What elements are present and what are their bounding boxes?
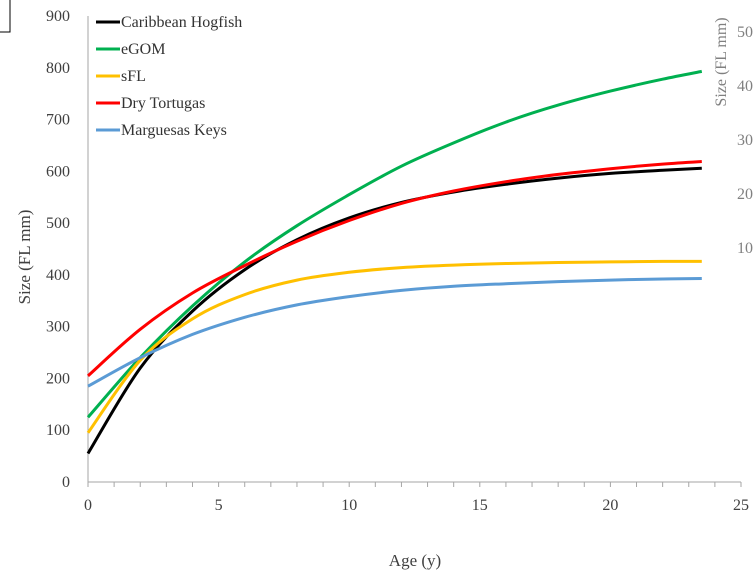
x-tick-label: 15 <box>472 497 488 514</box>
x-axis-title: Age (y) <box>389 551 441 570</box>
series-line-caribbean-hogfish <box>86 166 702 455</box>
series-line-marguesas-keys <box>87 277 702 388</box>
y-tick-label: 300 <box>46 319 70 336</box>
axes <box>87 16 742 487</box>
y-tick-label: 400 <box>46 267 70 284</box>
top-left-frame-fragment <box>0 0 11 33</box>
y-tick-labels: 0 100 200 300 400 500 600 700 800 900 <box>46 8 70 491</box>
x-tick-label: 20 <box>602 497 618 514</box>
overlap-y-axis-title: Size (FL mm) <box>713 17 730 106</box>
y-tick-label: 100 <box>46 422 70 439</box>
legend-label-egom: eGOM <box>121 41 165 58</box>
overlap-y-tick-label: 40 <box>737 78 753 95</box>
overlap-y-tick-labels: 50 40 30 20 10 <box>737 24 753 257</box>
legend-label-caribbean-hogfish: Caribbean Hogfish <box>121 14 242 31</box>
overlap-y-tick-label: 20 <box>737 186 753 203</box>
series-line-sfl <box>86 259 702 434</box>
y-tick-label: 200 <box>46 370 70 387</box>
x-tick-label: 5 <box>215 497 223 514</box>
x-tick-label: 0 <box>84 497 92 514</box>
series-lines <box>86 69 703 455</box>
overlap-y-tick-label: 50 <box>737 24 753 41</box>
y-tick-label: 500 <box>46 215 70 232</box>
series-line-egom <box>86 69 703 419</box>
series-line-dry-tortugas <box>86 160 702 378</box>
legend-label-dry-tortugas: Dry Tortugas <box>121 95 205 112</box>
overlap-y-tick-label: 10 <box>737 240 753 257</box>
overlapping-right-chart: Size (FL mm) 50 40 30 20 10 <box>713 17 753 257</box>
y-tick-label: 0 <box>62 474 70 491</box>
x-tick-label: 25 <box>733 497 749 514</box>
x-tick-label: 10 <box>341 497 357 514</box>
y-tick-label: 900 <box>46 8 70 25</box>
legend: Caribbean Hogfish eGOM sFL Dry Tortugas Marg… <box>96 14 242 139</box>
legend-label-sfl: sFL <box>121 68 146 85</box>
x-tick-labels: 0 5 10 15 20 25 <box>84 497 749 514</box>
y-tick-label: 700 <box>46 112 70 129</box>
legend-label-marguesas-keys: Marguesas Keys <box>121 122 227 139</box>
y-axis-title: Size (FL mm) <box>15 210 34 305</box>
y-tick-label: 800 <box>46 60 70 77</box>
y-tick-label: 600 <box>46 163 70 180</box>
overlap-y-tick-label: 30 <box>737 132 753 149</box>
